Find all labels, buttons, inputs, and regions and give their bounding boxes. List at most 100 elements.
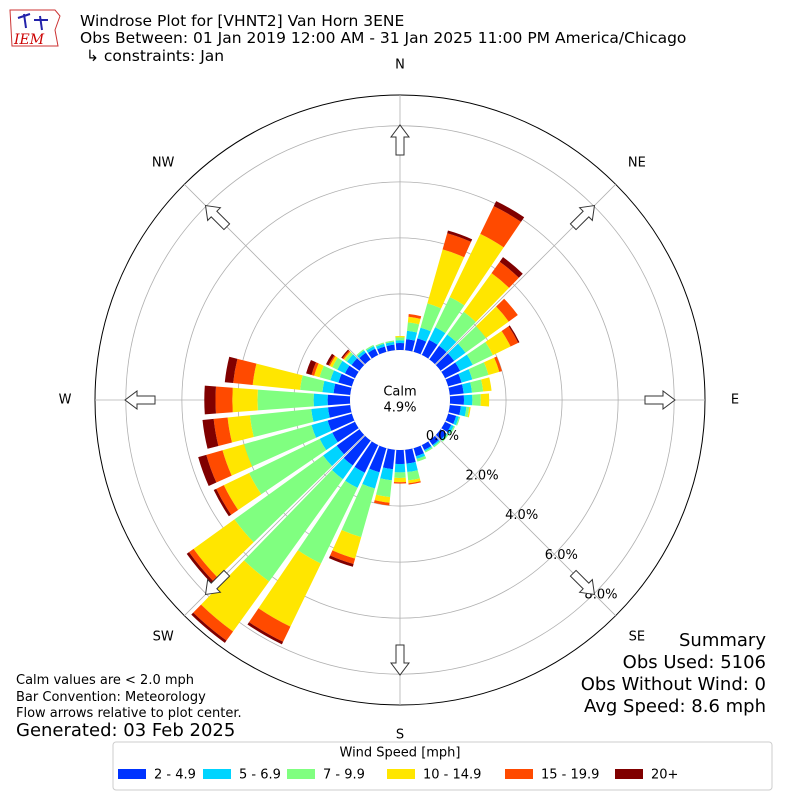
wind-bar	[338, 373, 355, 387]
calm-circle	[350, 350, 450, 450]
wind-bar	[319, 432, 338, 451]
chart-subtitle: Obs Between: 01 Jan 2019 12:00 AM - 31 J…	[80, 29, 686, 47]
wind-bar	[455, 416, 461, 426]
wind-bar	[449, 233, 504, 306]
wind-bar	[458, 369, 473, 383]
wind-bar	[385, 341, 395, 347]
wind-bar	[362, 468, 380, 489]
wind-bar	[455, 354, 473, 371]
wind-bar	[311, 407, 330, 422]
flow-arrow	[390, 644, 410, 676]
wind-bar	[204, 385, 216, 415]
flow-arrow	[124, 390, 156, 410]
wind-bar	[343, 351, 352, 361]
wind-bar	[346, 354, 358, 366]
wind-bar	[227, 415, 254, 443]
grid-circle	[181, 181, 619, 619]
wind-bar	[447, 230, 473, 242]
wind-bar	[464, 406, 470, 418]
flow-arrow	[204, 204, 231, 231]
legend-swatch	[505, 769, 533, 779]
wind-bar	[416, 455, 427, 462]
wind-bar	[341, 483, 375, 538]
wind-bar	[297, 480, 358, 564]
wind-bar	[345, 466, 365, 488]
wind-bar	[186, 552, 214, 584]
wind-bar	[215, 386, 233, 414]
calm-label: Calm	[383, 385, 416, 400]
wind-bar	[417, 327, 431, 342]
wind-bar	[342, 350, 351, 360]
wind-bar	[429, 327, 446, 345]
wind-bar	[393, 477, 407, 483]
wind-bar	[499, 257, 523, 278]
wind-bar	[249, 409, 314, 438]
summary-line: Obs Without Wind: 0	[581, 674, 766, 695]
wind-bar	[249, 608, 291, 642]
wind-bar	[244, 469, 343, 582]
r-tick-label: 4.0%	[505, 508, 538, 523]
wind-bar	[331, 457, 353, 480]
wind-bar	[501, 326, 519, 347]
flow-arrow	[569, 569, 596, 596]
legend-title: Wind Speed [mph]	[340, 746, 461, 761]
wind-bar	[405, 448, 416, 464]
flow-arrow	[569, 204, 596, 231]
legend-label: 5 - 6.9	[239, 768, 281, 783]
wind-bar	[322, 380, 336, 394]
wind-bar	[213, 417, 232, 446]
wind-bar	[193, 604, 234, 641]
r-tick-label: 6.0%	[545, 548, 578, 563]
wind-bar	[216, 485, 239, 515]
logo: IEM	[9, 9, 61, 48]
wind-bar	[424, 447, 433, 453]
constraints: ↳ constraints: Jan	[86, 47, 224, 65]
legend-swatch	[387, 769, 415, 779]
generated: Generated: 03 Feb 2025	[16, 720, 235, 741]
wind-bar	[328, 555, 354, 567]
wind-bar	[468, 362, 489, 380]
wind-bar	[313, 393, 328, 407]
flow-arrow	[644, 390, 676, 410]
wind-bar	[330, 550, 356, 565]
wind-bar	[441, 362, 461, 379]
wind-bar	[224, 356, 238, 384]
wind-bar	[429, 435, 439, 446]
wind-bar	[193, 519, 254, 578]
r-tick-label: 0.0%	[426, 429, 459, 444]
wind-bar	[394, 463, 406, 473]
wind-bar	[257, 389, 314, 411]
wind-bar	[366, 346, 376, 353]
wind-bar	[382, 448, 395, 470]
wind-bar	[327, 413, 355, 431]
wind-bar	[373, 500, 390, 506]
wind-bar	[421, 441, 432, 451]
wind-bar	[439, 334, 457, 353]
legend-label: 7 - 9.9	[323, 768, 365, 783]
wind-bar	[459, 406, 467, 417]
summary-line: Obs Used: 5106	[623, 652, 766, 673]
wind-bar	[330, 370, 342, 383]
wind-bar	[447, 343, 466, 361]
wind-bar	[448, 405, 461, 416]
wind-bar	[441, 434, 449, 442]
wind-bar	[385, 340, 395, 344]
legend-swatch	[203, 769, 231, 779]
wind-bar	[485, 330, 511, 356]
wind-bar	[357, 350, 366, 359]
wind-bar	[508, 325, 520, 343]
wind-bar	[447, 311, 476, 343]
direction-label: NE	[628, 156, 646, 171]
wind-bar	[386, 344, 395, 352]
wind-bar	[408, 314, 422, 319]
wind-bar	[374, 494, 391, 503]
wind-bar	[191, 612, 227, 643]
wind-bar	[311, 420, 332, 438]
wind-bar	[447, 424, 454, 434]
direction-label: SW	[153, 629, 174, 644]
wind-bar	[433, 440, 441, 448]
wind-bar	[306, 359, 317, 375]
legend-label: 20+	[651, 768, 678, 783]
wind-bar	[467, 407, 471, 418]
wind-bar	[328, 355, 336, 367]
